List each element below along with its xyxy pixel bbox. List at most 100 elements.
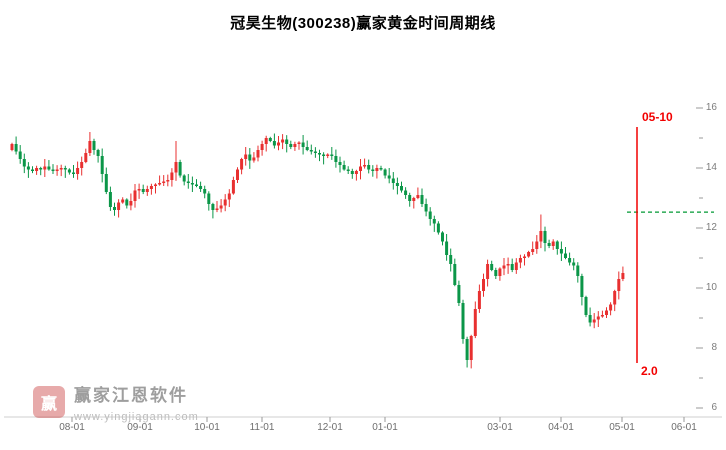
candle xyxy=(186,174,190,189)
y-axis-label: 12 xyxy=(705,222,717,233)
candle xyxy=(375,164,379,179)
candle xyxy=(92,138,96,155)
candle xyxy=(108,186,112,211)
y-axis-label: 16 xyxy=(705,102,717,113)
candle xyxy=(354,169,358,181)
candle xyxy=(494,267,498,279)
candle xyxy=(449,248,453,272)
candle xyxy=(178,159,182,178)
candle xyxy=(395,177,399,195)
candle xyxy=(420,188,424,207)
candle xyxy=(80,156,84,176)
candle xyxy=(72,165,75,178)
candle xyxy=(223,194,227,212)
candle xyxy=(26,162,30,178)
x-axis-label: 09-01 xyxy=(127,422,153,433)
candle xyxy=(207,191,211,211)
candle xyxy=(326,153,330,159)
x-axis-label: 01-01 xyxy=(372,422,398,433)
candle xyxy=(580,273,584,306)
candle xyxy=(199,181,203,192)
candle xyxy=(424,198,428,217)
candle xyxy=(301,135,305,155)
candle xyxy=(129,193,133,211)
candle xyxy=(600,310,604,318)
candle xyxy=(551,239,555,250)
candle xyxy=(514,258,518,274)
candle xyxy=(285,135,289,153)
candle xyxy=(367,159,371,174)
candle xyxy=(264,135,268,152)
candle xyxy=(477,284,481,313)
candle xyxy=(621,266,625,282)
candle xyxy=(248,148,252,169)
candle xyxy=(453,258,457,287)
candle xyxy=(436,221,440,235)
candle xyxy=(203,185,207,199)
candle xyxy=(252,152,256,163)
candle xyxy=(76,161,80,180)
brand-name: 赢家江恩软件 xyxy=(74,386,188,405)
candle xyxy=(609,302,613,316)
candle xyxy=(31,166,34,174)
candle xyxy=(490,260,494,272)
candle xyxy=(576,262,580,283)
x-axis-label: 05-01 xyxy=(609,422,635,433)
candle xyxy=(231,176,235,195)
x-axis-label: 03-01 xyxy=(487,422,513,433)
candle xyxy=(441,231,444,246)
candle xyxy=(256,145,260,162)
candle xyxy=(502,258,506,276)
candle xyxy=(166,174,170,187)
candle xyxy=(445,234,449,261)
candle xyxy=(88,132,92,156)
candle xyxy=(22,153,26,174)
candle xyxy=(190,176,194,192)
x-axis-label: 04-01 xyxy=(548,422,574,433)
candle xyxy=(613,289,617,312)
y-axis-label: 6 xyxy=(711,402,717,413)
x-axis-label: 08-01 xyxy=(59,422,85,433)
candle xyxy=(543,226,547,252)
candle xyxy=(350,168,354,179)
candle xyxy=(293,141,297,151)
candle xyxy=(51,164,55,174)
candle xyxy=(404,187,408,199)
candle xyxy=(416,187,420,200)
candle xyxy=(432,215,436,232)
candle xyxy=(518,254,522,269)
candle xyxy=(55,165,59,176)
candle xyxy=(334,149,338,168)
candle xyxy=(67,168,71,175)
candle xyxy=(154,183,157,194)
candle xyxy=(412,196,416,209)
candle xyxy=(498,267,502,281)
candle xyxy=(330,147,334,160)
candle xyxy=(588,307,592,327)
candle xyxy=(236,167,239,183)
x-axis-label: 11-01 xyxy=(249,422,275,433)
candle xyxy=(473,301,477,339)
candle xyxy=(121,197,125,204)
candle xyxy=(268,136,272,143)
candle xyxy=(559,241,563,261)
candle xyxy=(145,185,149,196)
candle xyxy=(486,259,490,287)
brand-url: www.yingjiagann.com xyxy=(74,411,199,424)
watermark: 赢 赢家江恩软件 www.yingjiagann.com xyxy=(33,386,199,423)
chart-title: 冠昊生物(300238)赢家黄金时间周期线 xyxy=(230,15,496,32)
candle xyxy=(35,165,39,175)
y-axis-label: 14 xyxy=(705,162,717,173)
candle xyxy=(617,271,621,300)
candle xyxy=(149,183,153,195)
candle xyxy=(113,202,116,216)
candle xyxy=(117,199,121,218)
candle xyxy=(572,258,576,271)
candle xyxy=(428,207,432,226)
candle xyxy=(272,133,276,149)
candle xyxy=(592,313,596,329)
y-axis-label: 10 xyxy=(705,282,717,293)
candle xyxy=(596,311,600,327)
